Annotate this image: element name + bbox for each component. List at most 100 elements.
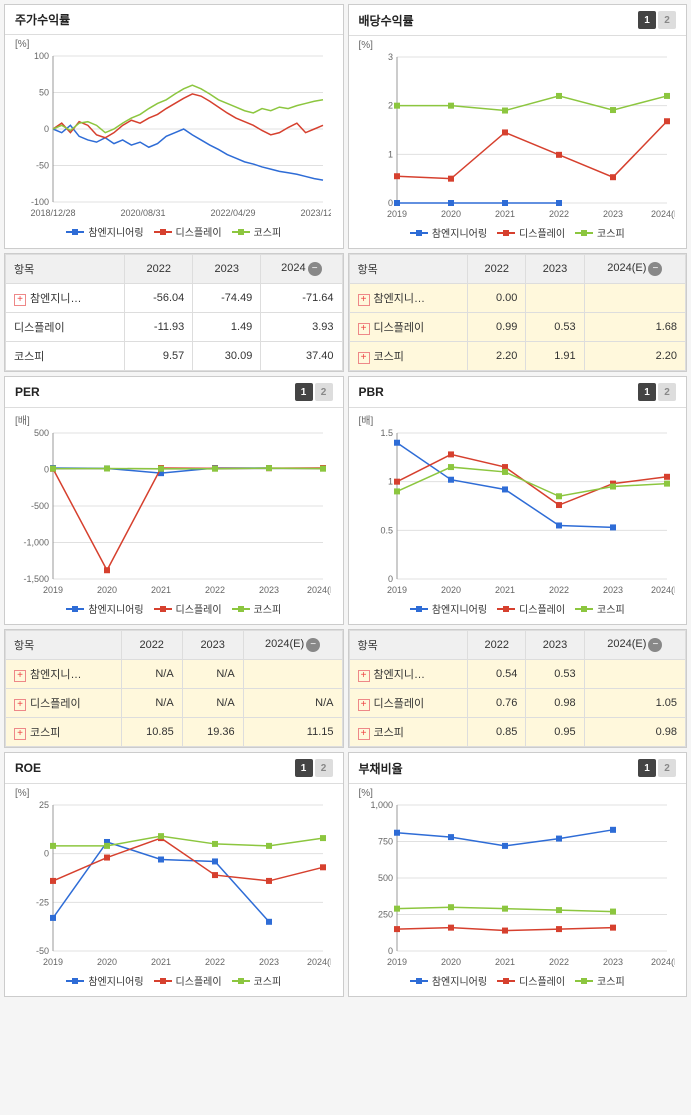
svg-text:0: 0 [387, 946, 392, 956]
table-header: 2024(E)− [584, 255, 685, 284]
expand-icon[interactable]: + [358, 670, 370, 682]
svg-text:2018/12/28: 2018/12/28 [30, 208, 75, 218]
table-cell: 9.57 [125, 342, 193, 371]
chart-unit: [%] [15, 788, 337, 799]
collapse-icon[interactable]: − [306, 638, 320, 652]
svg-text:-500: -500 [31, 501, 49, 511]
table-row: +디스플레이0.990.531.68 [349, 313, 686, 342]
data-table: 항목202220232024(E)−+참엔지니…0.00+디스플레이0.990.… [349, 254, 687, 371]
expand-icon[interactable]: + [14, 728, 26, 740]
table-cell: 디스플레이 [6, 313, 125, 342]
svg-text:2022: 2022 [548, 209, 568, 219]
chart-unit: [배] [359, 412, 681, 427]
table-cell [584, 660, 685, 689]
data-table: 항목202220232024(E)−+참엔지니…N/AN/A+디스플레이N/AN… [5, 630, 343, 747]
svg-text:2021: 2021 [494, 585, 514, 595]
chart-unit: [배] [15, 412, 337, 427]
tab-2[interactable]: 2 [315, 383, 333, 401]
table-cell [243, 660, 342, 689]
svg-text:2019: 2019 [386, 957, 406, 967]
legend-item: 코스피 [232, 601, 282, 616]
svg-text:25: 25 [39, 800, 49, 810]
chart-legend: 참엔지니어링디스플레이코스피 [11, 220, 337, 245]
table-cell: 0.76 [468, 689, 526, 718]
table-cell: +디스플레이 [349, 313, 468, 342]
tab-1[interactable]: 1 [638, 383, 656, 401]
table-cell: 11.15 [243, 718, 342, 747]
table-row: 코스피9.5730.0937.40 [6, 342, 343, 371]
chart-svg: 0123201920202021202220232024(E) [355, 51, 675, 221]
expand-icon[interactable]: + [358, 294, 370, 306]
tab-2[interactable]: 2 [658, 11, 676, 29]
svg-text:2024(E): 2024(E) [650, 585, 674, 595]
table-cell: +디스플레이 [349, 689, 468, 718]
svg-text:-1,000: -1,000 [23, 538, 49, 548]
svg-text:2020: 2020 [440, 957, 460, 967]
panel-per: PER 12 [배]-1,500-1,000-50005002019202020… [4, 376, 344, 625]
table-header: 항목 [349, 631, 468, 660]
table-pbr: 항목202220232024(E)−+참엔지니…0.540.53+디스플레이0.… [348, 629, 688, 748]
tab-1[interactable]: 1 [295, 383, 313, 401]
tab-group: 1 2 [638, 11, 676, 29]
svg-text:2019: 2019 [43, 585, 63, 595]
collapse-icon[interactable]: − [648, 262, 662, 276]
table-cell: -56.04 [125, 284, 193, 313]
svg-text:2024(E): 2024(E) [307, 585, 331, 595]
legend-item: 디스플레이 [154, 973, 222, 988]
expand-icon[interactable]: + [358, 323, 370, 335]
svg-text:-25: -25 [36, 897, 49, 907]
svg-text:2023: 2023 [602, 585, 622, 595]
svg-text:2020: 2020 [440, 209, 460, 219]
panel-price-return: 주가수익률 [%]-100-500501002018/12/282020/08/… [4, 4, 344, 249]
table-cell: 30.09 [193, 342, 261, 371]
svg-text:1.5: 1.5 [380, 428, 393, 438]
expand-icon[interactable]: + [14, 670, 26, 682]
panel-debt-ratio: 부채비율 12 [%]02505007501,00020192020202120… [348, 752, 688, 997]
table-cell: 1.49 [193, 313, 261, 342]
table-header: 2024− [261, 255, 342, 284]
collapse-icon[interactable]: − [648, 638, 662, 652]
panel-title: 배당수익률 [359, 12, 414, 29]
chart-svg: 02505007501,000201920202021202220232024(… [355, 799, 675, 969]
table-header: 2023 [193, 255, 261, 284]
legend-item: 참엔지니어링 [410, 973, 487, 988]
table-cell: 0.54 [468, 660, 526, 689]
svg-text:1: 1 [387, 149, 392, 159]
table-cell: 0.95 [526, 718, 584, 747]
table-cell: -74.49 [193, 284, 261, 313]
expand-icon[interactable]: + [358, 352, 370, 364]
collapse-icon[interactable]: − [308, 262, 322, 276]
table-header: 항목 [6, 631, 122, 660]
svg-text:2020: 2020 [97, 957, 117, 967]
svg-text:2022: 2022 [205, 957, 225, 967]
tab-2[interactable]: 2 [658, 383, 676, 401]
expand-icon[interactable]: + [14, 699, 26, 711]
tab-2[interactable]: 2 [658, 759, 676, 777]
table-cell: -71.64 [261, 284, 342, 313]
legend-item: 코스피 [232, 224, 282, 239]
tab-1[interactable]: 1 [638, 11, 656, 29]
table-cell: N/A [121, 660, 182, 689]
table-cell: N/A [182, 660, 243, 689]
svg-text:2023: 2023 [602, 209, 622, 219]
svg-text:1,000: 1,000 [370, 800, 393, 810]
tab-1[interactable]: 1 [295, 759, 313, 777]
svg-text:2024(E): 2024(E) [307, 957, 331, 967]
panel-roe: ROE 12 [%]-50-25025201920202021202220232… [4, 752, 344, 997]
expand-icon[interactable]: + [358, 699, 370, 711]
panel-pbr: PBR 12 [배]00.511.52019202020212022202320… [348, 376, 688, 625]
svg-text:2023: 2023 [259, 585, 279, 595]
svg-text:2022/04/29: 2022/04/29 [210, 208, 255, 218]
table-cell: 1.05 [584, 689, 685, 718]
table-cell: 0.53 [526, 660, 584, 689]
expand-icon[interactable]: + [358, 728, 370, 740]
expand-icon[interactable]: + [14, 294, 26, 306]
svg-text:2024(E): 2024(E) [650, 957, 674, 967]
table-cell: N/A [121, 689, 182, 718]
tab-2[interactable]: 2 [315, 759, 333, 777]
table-cell [584, 284, 685, 313]
tab-1[interactable]: 1 [638, 759, 656, 777]
table-cell: N/A [182, 689, 243, 718]
panel-title: 주가수익률 [15, 11, 70, 28]
chart-legend: 참엔지니어링디스플레이코스피 [355, 221, 681, 246]
